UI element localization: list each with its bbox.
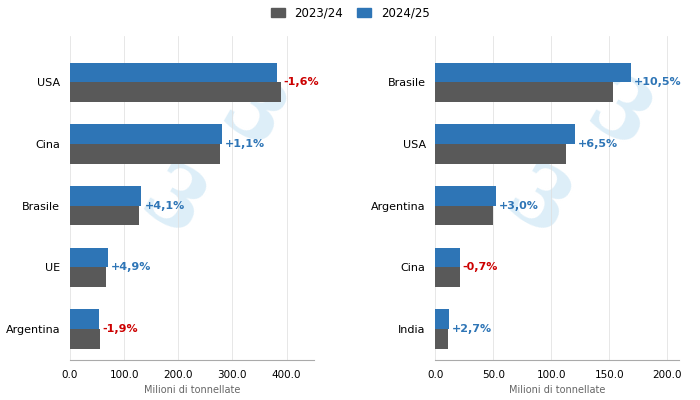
Bar: [435, 206, 493, 226]
Text: -0,7%: -0,7%: [463, 262, 498, 272]
Text: 3: 3: [573, 68, 663, 166]
Bar: [70, 309, 99, 329]
Bar: [435, 248, 460, 268]
Bar: [70, 268, 106, 287]
Text: -1,6%: -1,6%: [284, 77, 319, 87]
Bar: [435, 144, 566, 164]
Bar: [435, 309, 449, 329]
Bar: [70, 329, 100, 349]
Text: +10,5%: +10,5%: [634, 77, 682, 87]
Bar: [435, 329, 448, 349]
Text: 3: 3: [493, 155, 583, 254]
Legend: 2023/24, 2024/25: 2023/24, 2024/25: [266, 2, 434, 24]
Text: +1,1%: +1,1%: [225, 139, 265, 149]
Bar: [435, 124, 575, 144]
Bar: [435, 268, 460, 287]
X-axis label: Milioni di tonnellate: Milioni di tonnellate: [144, 385, 240, 395]
Text: 3: 3: [127, 155, 218, 254]
Bar: [435, 186, 496, 206]
Text: +3,0%: +3,0%: [498, 201, 538, 211]
Text: -1,9%: -1,9%: [103, 324, 139, 334]
Bar: [70, 82, 281, 102]
Bar: [70, 206, 139, 226]
Text: +6,5%: +6,5%: [578, 139, 617, 149]
Bar: [70, 62, 277, 82]
Bar: [70, 186, 141, 206]
Text: +4,9%: +4,9%: [111, 262, 151, 272]
X-axis label: Milioni di tonnellate: Milioni di tonnellate: [509, 385, 606, 395]
Bar: [435, 82, 613, 102]
Text: +4,1%: +4,1%: [144, 201, 185, 211]
Bar: [70, 144, 220, 164]
Bar: [70, 248, 108, 268]
Text: +2,7%: +2,7%: [452, 324, 491, 334]
Bar: [70, 124, 222, 144]
Text: 3: 3: [208, 68, 298, 166]
Bar: [435, 62, 631, 82]
